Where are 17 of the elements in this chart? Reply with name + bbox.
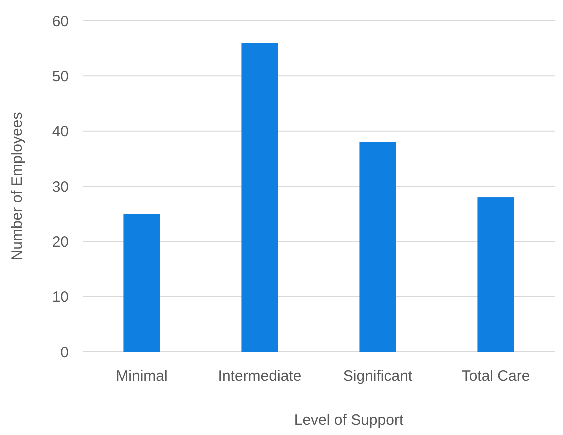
x-tick-label: Significant <box>343 368 414 385</box>
x-tick-label: Minimal <box>116 368 168 385</box>
y-axis-title: Number of Employees <box>9 112 26 261</box>
y-tick-label: 40 <box>52 124 69 141</box>
y-tick-label: 50 <box>52 68 69 86</box>
bar <box>360 142 396 352</box>
x-tick-label: Intermediate <box>218 368 302 385</box>
bar <box>242 43 278 352</box>
y-tick-label: 10 <box>52 289 69 306</box>
bar <box>124 214 160 352</box>
x-axis-title: Level of Support <box>294 412 404 429</box>
y-tick-label: 30 <box>52 178 69 196</box>
y-tick-label: 20 <box>52 234 69 251</box>
bar <box>478 198 514 352</box>
x-tick-label: Total Care <box>462 368 530 385</box>
y-tick-label: 0 <box>60 344 69 362</box>
y-tick-label: 60 <box>52 13 69 30</box>
